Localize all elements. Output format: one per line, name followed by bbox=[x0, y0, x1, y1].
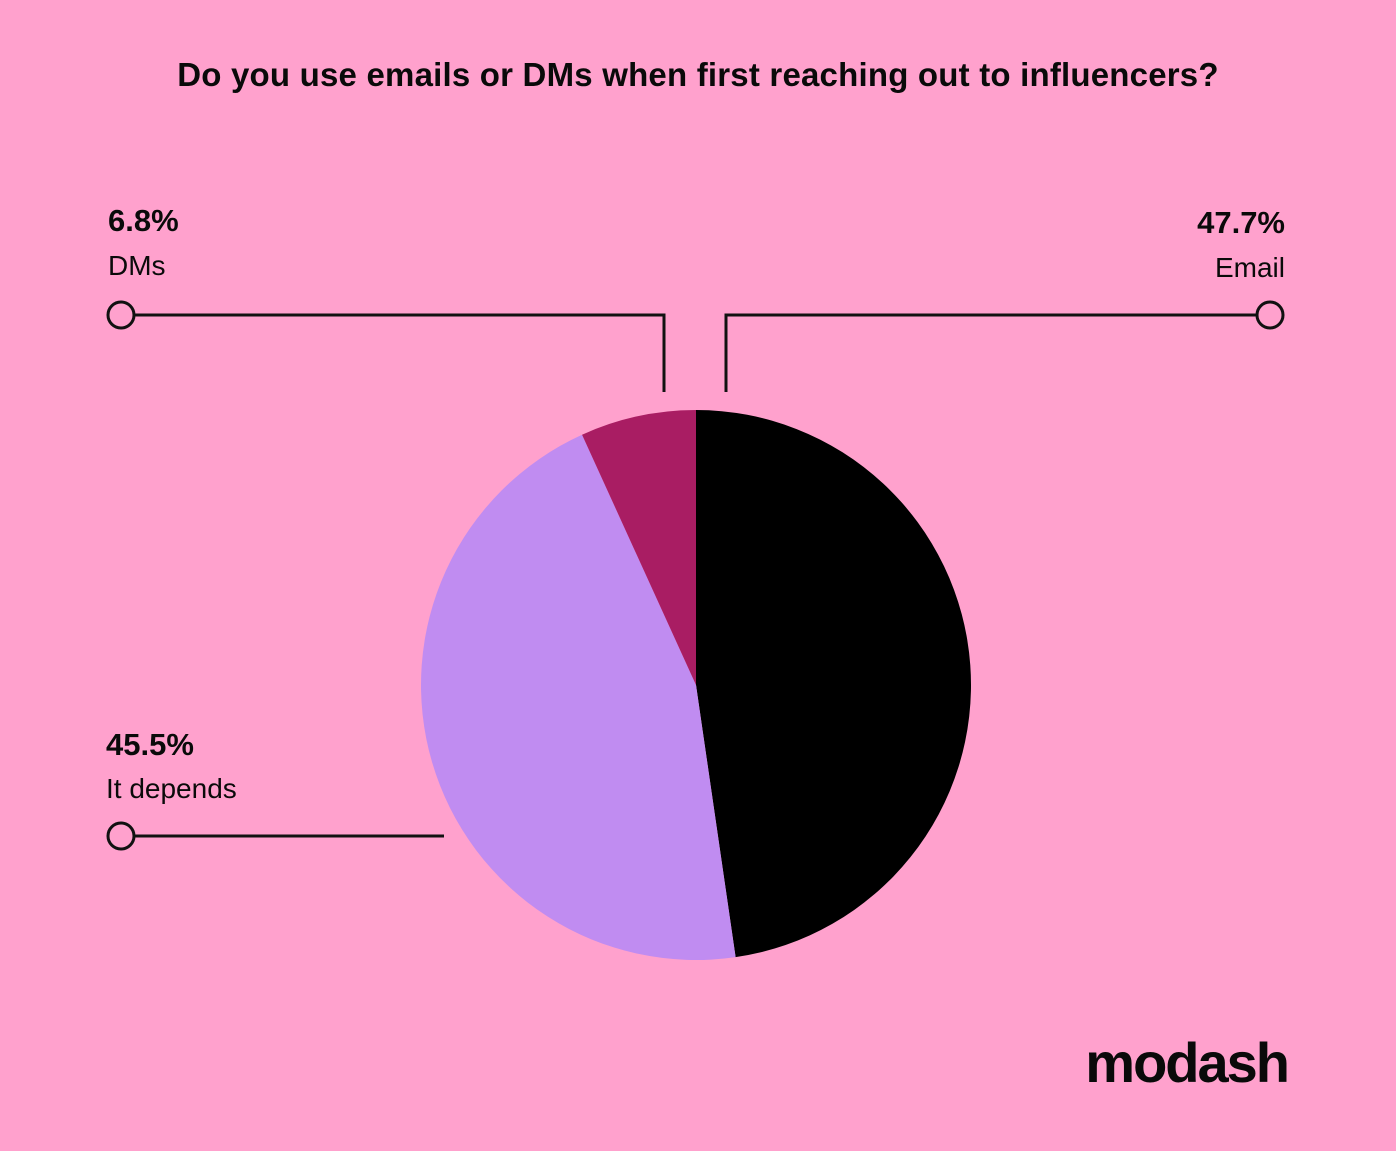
leader-line-email bbox=[724, 313, 1256, 392]
chart-title: Do you use emails or DMs when first reac… bbox=[177, 56, 1219, 93]
data-label-email-value: 47.7% bbox=[1197, 205, 1285, 240]
pie-slice-email bbox=[696, 410, 971, 958]
data-label-email-name: Email bbox=[1214, 252, 1285, 283]
leader-marker-email bbox=[1255, 300, 1285, 330]
pie-slice-dms bbox=[582, 410, 696, 685]
modash-logo: modash bbox=[1085, 1031, 1290, 1094]
data-label-it-depends-value: 45.5% bbox=[106, 727, 194, 762]
leader-marker-it-depends bbox=[106, 821, 136, 851]
data-label-dms-name: DMs bbox=[108, 250, 166, 281]
leader-marker-dms bbox=[106, 300, 136, 330]
data-label-it-depends-name: It depends bbox=[106, 773, 237, 804]
data-label-dms-value: 6.8% bbox=[108, 203, 179, 238]
pie-slices bbox=[421, 410, 971, 961]
pie-slice-it-depends bbox=[421, 434, 736, 961]
leader-line-dms bbox=[135, 313, 666, 392]
